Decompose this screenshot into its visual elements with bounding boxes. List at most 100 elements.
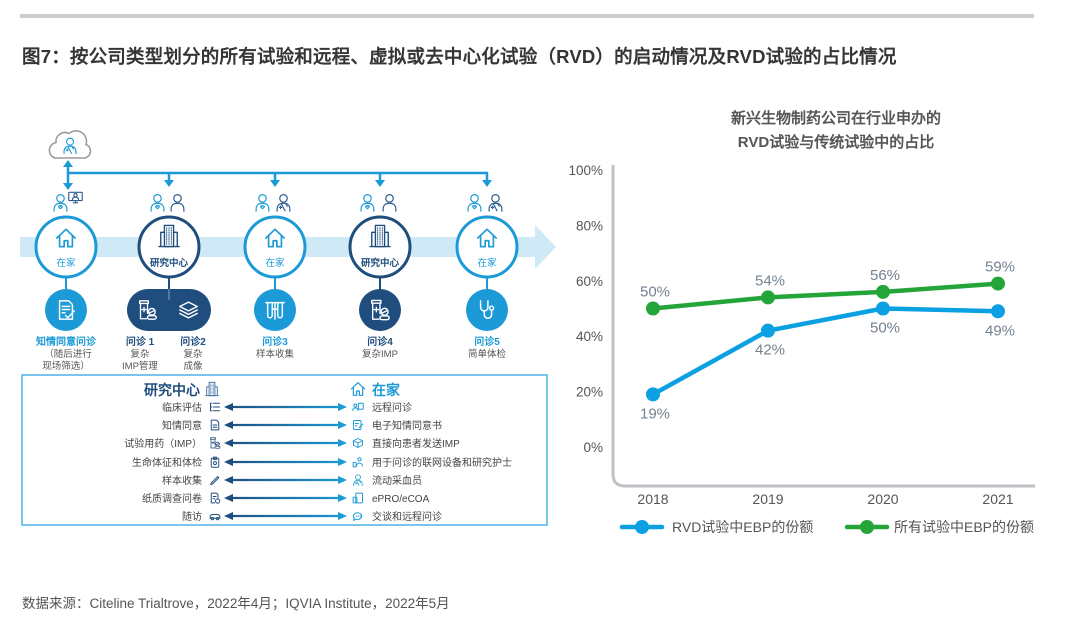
x-tick-label: 2018: [637, 491, 668, 507]
data-point-rvd: [646, 387, 660, 402]
y-tick-label: 60%: [576, 274, 603, 289]
y-tick-label: 20%: [576, 385, 603, 400]
arrow-down-icon: [270, 180, 280, 187]
home-activity: 远程问诊: [372, 401, 412, 414]
data-source-note: 数据来源：Citeline Trialtrove，2022年4月；IQVIA I…: [22, 596, 450, 611]
arrow-right-icon: [338, 512, 347, 520]
arrow-left-icon: [224, 476, 233, 484]
y-tick-label: 0%: [583, 440, 603, 455]
arrow-left-icon: [224, 458, 233, 466]
location-label: 研究中心: [150, 257, 189, 269]
comparison-row: 试验用药（IMP） 直接向患者发送IMP: [124, 437, 460, 450]
data-label-rvd: 50%: [870, 320, 900, 337]
series-line-rvd: [650, 306, 1001, 397]
home-activity: 流动采血员: [372, 474, 422, 487]
y-tick-label: 40%: [576, 329, 603, 344]
journey-node-5: 在家 问诊5 简单体检: [455, 193, 519, 360]
site-activity: 试验用药（IMP）: [124, 437, 202, 450]
patient-icon: [360, 193, 375, 212]
arrow-right-icon: [338, 476, 347, 484]
chart-marks: 0% 20% 40% 60% 80% 100% 2018 2019 2020 2021 19% 42%…: [568, 163, 1015, 507]
comparison-row: 随访 交谈和远程问诊: [182, 510, 442, 523]
location-label: 在家: [265, 257, 285, 269]
arrow-right-icon: [338, 458, 347, 466]
location-label: 在家: [56, 257, 76, 269]
comparison-row: 生命体征和体检 用于问诊的联网设备和研究护士: [132, 456, 512, 469]
legend-dot-marker: [635, 520, 649, 534]
data-point-rvd: [991, 304, 1005, 319]
legend-dot-marker: [860, 520, 874, 534]
visit-detail: 复杂: [130, 348, 150, 360]
site-activity: 生命体征和体检: [132, 456, 202, 469]
visit-detail: 样本收集: [256, 348, 295, 360]
visit-title: 问诊2: [180, 335, 206, 348]
data-label-rvd: 49%: [985, 322, 1015, 339]
arrow-right-icon: [338, 421, 347, 429]
visit-title: 知情同意问诊: [35, 335, 97, 348]
top-divider: [20, 14, 1034, 18]
arrow-down-icon: [63, 183, 73, 190]
chart-title-line-2: RVD试验与传统试验中的占比: [738, 133, 934, 151]
visit-detail: IMP管理: [122, 360, 158, 372]
site-activity: 随访: [182, 510, 202, 523]
journey-node-1: 在家 知情同意问诊 （随后进行 现场筛选）: [34, 191, 98, 372]
comparison-row: 样本收集 流动采血员: [162, 474, 422, 487]
site-activity: 知情同意: [162, 419, 202, 432]
data-label-all-trials: 56%: [870, 267, 900, 284]
arrow-right-icon: [338, 439, 347, 447]
remote-hub: [48, 130, 488, 190]
visit-detail: 简单体检: [468, 348, 507, 360]
data-label-all-trials: 54%: [755, 272, 785, 289]
site-header: 研究中心: [144, 382, 200, 398]
journey-node-2: 研究中心 问诊 1 复杂 IMP管理 问诊2 复杂 成像: [122, 193, 211, 372]
series-line-all-trials: [650, 281, 1001, 311]
visit-badge-group: [127, 289, 211, 331]
data-label-rvd: 42%: [755, 342, 785, 359]
arrow-left-icon: [224, 421, 233, 429]
chart-axes: [611, 165, 1035, 488]
visit-detail: 现场筛选）: [42, 360, 90, 372]
visit-journey-diagram: 在家 知情同意问诊 （随后进行 现场筛选） 研究中心 问诊: [20, 130, 556, 372]
figure-title: 图7：按公司类型划分的所有试验和远程、虚拟或去中心化试验（RVD）的启动情况及R…: [22, 46, 897, 67]
journey-node-3: 在家 问诊3 样本收集: [243, 193, 307, 360]
visit-title: 问诊 1: [126, 335, 155, 348]
site-activity: 纸质调查问卷: [142, 492, 202, 505]
site-vs-home-comparison: 研究中心 在家 临床评估 远程问诊 知情同意: [21, 374, 548, 526]
person-icon: [170, 193, 185, 212]
arrow-down-icon: [375, 180, 385, 187]
data-point-all-trials: [646, 301, 660, 316]
data-label-all-trials: 59%: [985, 259, 1015, 276]
location-label: 研究中心: [361, 257, 400, 269]
timeline-arrowhead: [535, 225, 556, 269]
x-tick-label: 2019: [752, 491, 783, 507]
visit-title: 问诊5: [474, 335, 500, 348]
data-point-all-trials: [876, 284, 890, 299]
data-label-rvd: 19%: [640, 405, 670, 422]
data-point-rvd: [876, 301, 890, 316]
y-tick-label: 100%: [568, 163, 603, 178]
distribution-arrows: [164, 173, 492, 187]
data-point-all-trials: [991, 276, 1005, 291]
journey-node-4: 研究中心 问诊4 复杂IMP: [348, 193, 412, 360]
arrow-left-icon: [224, 512, 233, 520]
arrow-up-icon: [63, 160, 73, 167]
site-activity: 样本收集: [162, 474, 202, 487]
arrow-right-icon: [338, 403, 347, 411]
legend-item-all-trials: 所有试验中EBP的份额: [844, 519, 1034, 535]
home-activity: 电子知情同意书: [372, 419, 442, 432]
visit-detail: 成像: [183, 360, 203, 372]
data-label-all-trials: 50%: [640, 284, 670, 301]
arrow-down-icon: [164, 180, 174, 187]
arrow-down-icon: [482, 180, 492, 187]
patient-icon: [150, 193, 165, 212]
data-point-all-trials: [761, 290, 775, 305]
visit-title: 问诊3: [262, 335, 288, 348]
home-activity: ePRO/eCOA: [372, 494, 430, 505]
x-tick-label: 2021: [982, 491, 1013, 507]
comparison-box: [21, 374, 548, 526]
legend-label: RVD试验中EBP的份额: [672, 519, 813, 535]
video-call-icon: [68, 191, 83, 204]
chart-title-line-1: 新兴生物制药公司在行业申办的: [731, 109, 941, 127]
patient-icon: [53, 193, 68, 212]
